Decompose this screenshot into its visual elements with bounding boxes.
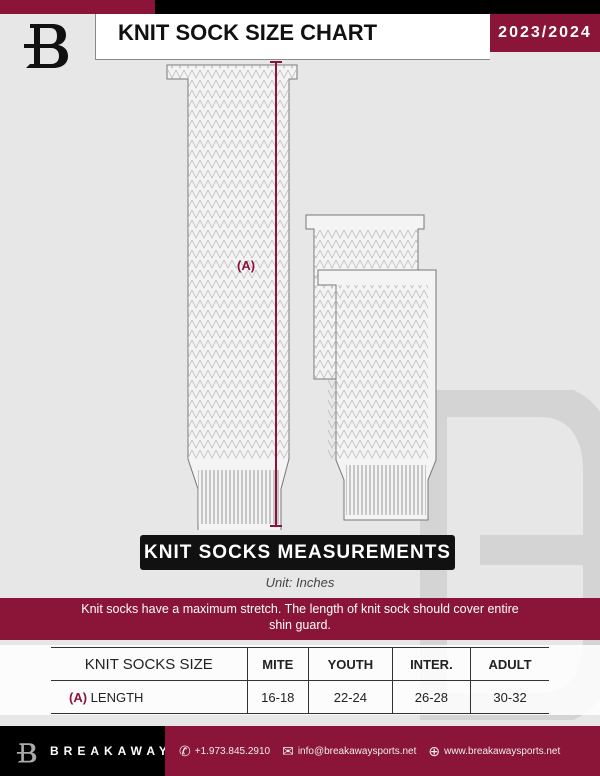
sock-diagram (166, 61, 437, 530)
header-youth: YOUTH (308, 647, 393, 681)
measure-label-a: (A) (237, 258, 256, 273)
top-bar-accent (0, 0, 155, 14)
footer-logo-icon (16, 743, 37, 763)
header-mite: MITE (246, 647, 309, 681)
row-label-text: LENGTH (90, 689, 144, 705)
page-title: KNIT SOCK SIZE CHART (118, 20, 378, 45)
length-measure-line (270, 61, 282, 527)
phone-icon: ✆ (179, 742, 191, 759)
phone[interactable]: +1.973.845.2910 (194, 745, 271, 757)
season-badge: 2023/2024 (490, 14, 600, 52)
cell-inter: 26-28 (391, 680, 471, 714)
cell-mite: 16-18 (246, 680, 309, 714)
measurements-banner: KNIT SOCKS MEASUREMENTS (140, 535, 455, 570)
header-adult: ADULT (470, 647, 549, 681)
brand-logo-icon (22, 18, 72, 70)
row-label: (A) LENGTH (51, 680, 247, 714)
footer-brand: BREAKAWAY (0, 726, 167, 776)
email-link[interactable]: info@breakawaysports.net (297, 745, 417, 757)
row-marker: (A) (69, 689, 88, 705)
header-size: KNIT SOCKS SIZE (51, 647, 247, 681)
email-icon: ✉ (282, 742, 294, 759)
globe-icon: ⊕ (428, 742, 441, 759)
top-bar-dark (155, 0, 600, 14)
short-sock-front (317, 269, 437, 521)
table-header-row: KNIT SOCKS SIZE MITE YOUTH INTER. ADULT (51, 647, 549, 681)
table-row: (A) LENGTH 16-18 22-24 26-28 30-32 (51, 680, 549, 714)
header-inter: INTER. (391, 647, 471, 681)
footer-contact: ✆ +1.973.845.2910 ✉ info@breakawaysports.n… (165, 726, 600, 776)
brand-name: BREAKAWAY (50, 744, 172, 758)
long-sock (166, 64, 298, 530)
cell-youth: 22-24 (308, 680, 393, 714)
size-table: KNIT SOCKS SIZE MITE YOUTH INTER. ADULT … (51, 647, 549, 714)
title-box (95, 14, 490, 60)
cell-adult: 30-32 (470, 680, 549, 714)
unit-label: Unit: Inches (265, 575, 335, 590)
website-link[interactable]: www.breakawaysports.net (444, 745, 561, 757)
stretch-note: Knit socks have a maximum stretch. The l… (0, 598, 600, 640)
